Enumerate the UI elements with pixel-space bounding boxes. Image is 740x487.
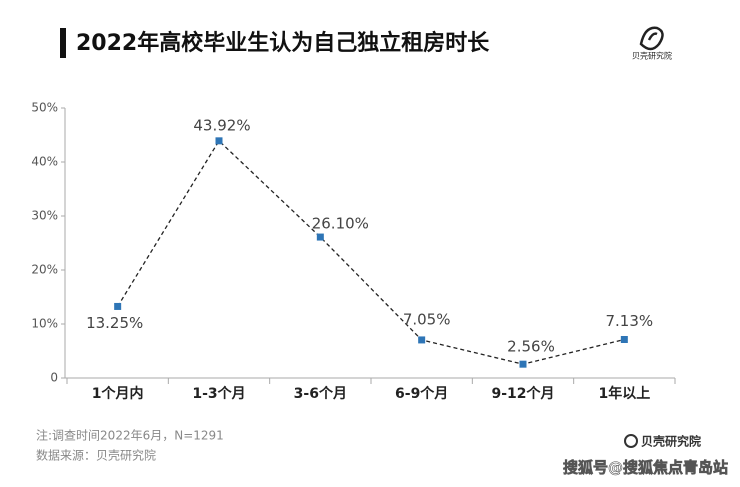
marker	[316, 233, 324, 241]
y-tick-label: 10%	[31, 317, 58, 331]
chart-title: 2022年高校毕业生认为自己独立租房时长	[76, 30, 490, 56]
x-tick-label: 1-3个月	[192, 385, 245, 402]
y-tick-label: 30%	[31, 209, 58, 223]
y-tick-label: 20%	[31, 263, 58, 277]
footer-logo-text: 贝壳研究院	[641, 434, 701, 449]
x-tick-label: 6-9个月	[395, 385, 448, 402]
source: 数据来源：贝壳研究院	[36, 448, 156, 463]
watermark: 搜狐号@搜狐焦点青岛站	[563, 459, 728, 477]
value-label: 13.25%	[86, 314, 143, 332]
value-label: 7.13%	[606, 312, 654, 330]
marker	[519, 360, 527, 368]
x-tick-label: 1年以上	[598, 385, 650, 402]
logo: 贝壳研究院	[632, 26, 672, 61]
marker	[215, 137, 223, 145]
y-tick-label: 0	[50, 371, 58, 385]
value-label: 26.10%	[312, 215, 369, 233]
y-tick-label: 50%	[31, 101, 58, 115]
logo-text: 贝壳研究院	[632, 51, 672, 61]
y-tick-label: 40%	[31, 155, 58, 169]
marker	[418, 336, 426, 344]
value-label: 2.56%	[507, 338, 555, 356]
value-label: 7.05%	[403, 310, 451, 328]
footer-logo: 贝壳研究院	[624, 434, 701, 449]
x-tick-label: 9-12个月	[491, 385, 554, 402]
x-tick-label: 3-6个月	[294, 385, 347, 402]
marker	[620, 335, 628, 343]
x-tick-label: 1个月内	[92, 385, 144, 402]
line	[117, 139, 625, 365]
value-label: 43.92%	[193, 116, 250, 134]
note: 注:调查时间2022年6月，N=1291	[36, 428, 224, 443]
marker	[114, 302, 122, 310]
title-bar	[60, 28, 66, 58]
